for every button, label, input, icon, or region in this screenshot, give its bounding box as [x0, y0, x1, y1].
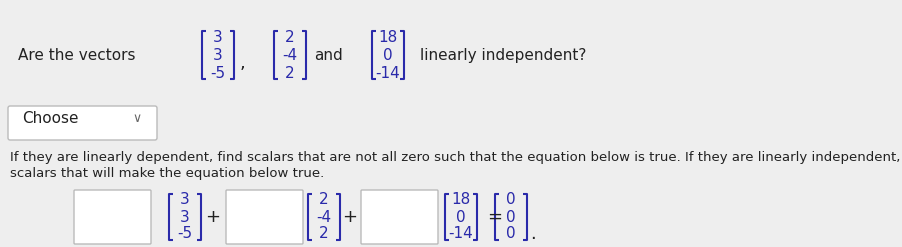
- Text: 0: 0: [506, 192, 516, 207]
- Text: 18: 18: [451, 192, 471, 207]
- Text: 3: 3: [180, 209, 190, 225]
- Text: linearly independent?: linearly independent?: [420, 47, 586, 62]
- Text: -4: -4: [317, 209, 332, 225]
- FancyBboxPatch shape: [226, 190, 303, 244]
- Text: 2: 2: [319, 226, 329, 242]
- Text: 3: 3: [180, 192, 190, 207]
- Text: If they are linearly dependent, find scalars that are not all zero such that the: If they are linearly dependent, find sca…: [10, 151, 902, 165]
- Text: +: +: [206, 208, 220, 226]
- Text: =: =: [487, 208, 502, 226]
- Text: .: .: [530, 225, 536, 243]
- Text: 3: 3: [213, 29, 223, 44]
- Text: 2: 2: [319, 192, 329, 207]
- Text: Are the vectors: Are the vectors: [18, 47, 135, 62]
- Text: ∨: ∨: [133, 111, 142, 124]
- FancyBboxPatch shape: [74, 190, 151, 244]
- Text: -4: -4: [282, 47, 298, 62]
- Text: +: +: [343, 208, 357, 226]
- Text: -14: -14: [375, 65, 400, 81]
- Text: -5: -5: [210, 65, 226, 81]
- Text: 3: 3: [213, 47, 223, 62]
- Text: 2: 2: [285, 65, 295, 81]
- Text: Choose: Choose: [22, 110, 78, 125]
- Text: 2: 2: [285, 29, 295, 44]
- Text: 0: 0: [506, 226, 516, 242]
- Text: -5: -5: [178, 226, 192, 242]
- Text: 0: 0: [456, 209, 465, 225]
- FancyBboxPatch shape: [361, 190, 438, 244]
- Text: ,: ,: [240, 54, 245, 72]
- Text: 0: 0: [506, 209, 516, 225]
- Text: 0: 0: [383, 47, 392, 62]
- Text: scalars that will make the equation below true.: scalars that will make the equation belo…: [10, 167, 324, 181]
- FancyBboxPatch shape: [8, 106, 157, 140]
- Text: 18: 18: [378, 29, 398, 44]
- Text: and: and: [314, 47, 343, 62]
- Text: -14: -14: [448, 226, 474, 242]
